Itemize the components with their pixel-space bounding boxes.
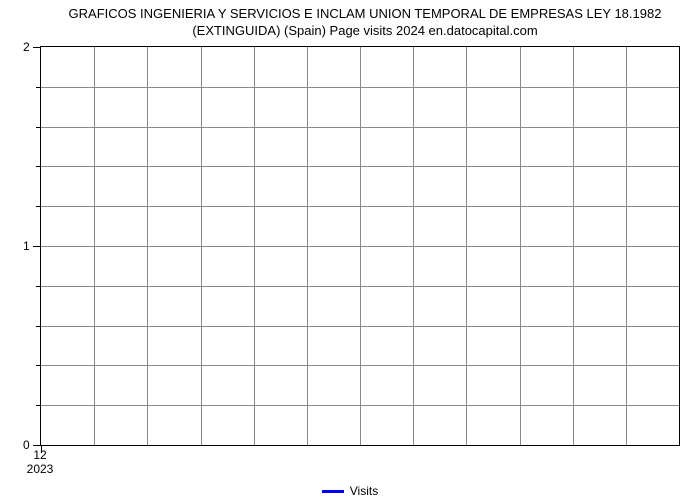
legend-swatch	[322, 490, 344, 493]
y-tick-minor	[36, 206, 41, 207]
y-tick-minor	[36, 286, 41, 287]
grid-v	[307, 47, 308, 445]
y-tick	[33, 47, 41, 48]
y-tick-label: 0	[23, 438, 30, 452]
grid-v	[466, 47, 467, 445]
y-tick-minor	[36, 127, 41, 128]
grid-v	[413, 47, 414, 445]
legend-label: Visits	[350, 484, 378, 498]
x-tick-label-year: 2023	[27, 462, 54, 476]
y-tick-minor	[36, 326, 41, 327]
grid-v	[626, 47, 627, 445]
grid-v	[360, 47, 361, 445]
grid-v	[147, 47, 148, 445]
grid-v	[254, 47, 255, 445]
y-tick-label: 1	[23, 239, 30, 253]
grid-v	[201, 47, 202, 445]
chart-container: GRAFICOS INGENIERIA Y SERVICIOS E INCLAM…	[0, 0, 700, 500]
chart-title: GRAFICOS INGENIERIA Y SERVICIOS E INCLAM…	[40, 6, 690, 40]
y-tick	[33, 445, 41, 446]
y-tick-minor	[36, 166, 41, 167]
grid-v	[94, 47, 95, 445]
y-tick-label: 2	[23, 40, 30, 54]
y-tick	[33, 246, 41, 247]
x-tick-label-month: 12	[33, 448, 46, 462]
plot-area: 2 1 0	[40, 46, 680, 446]
grid-v	[573, 47, 574, 445]
y-tick-minor	[36, 87, 41, 88]
grid-v	[520, 47, 521, 445]
legend: Visits	[0, 483, 700, 498]
y-tick-minor	[36, 365, 41, 366]
y-tick-minor	[36, 405, 41, 406]
